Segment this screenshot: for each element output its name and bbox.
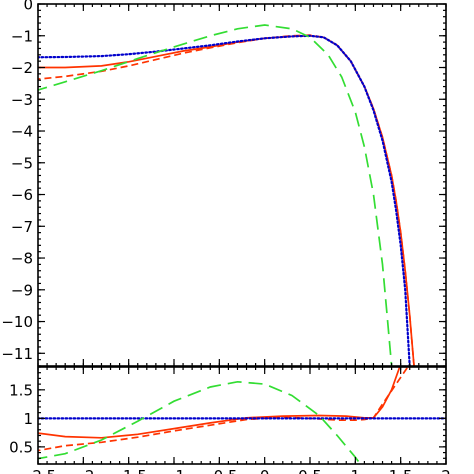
y-tick-label: 0.5 — [9, 438, 33, 456]
series-line-1 — [38, 367, 409, 452]
x-tick-label: 0 — [260, 467, 270, 474]
y-tick-label: −3 — [11, 91, 33, 109]
main-panel: 0 −1 −2 −3 −4 −5 −6 −7 −8 −9 −10 −11 — [1, 0, 447, 367]
series-line-3 — [38, 380, 362, 464]
x-tick-label: −1 — [163, 467, 185, 474]
x-tick-label: −1.5 — [110, 467, 146, 474]
plot-frame — [37, 3, 447, 367]
y-tick-label: −1 — [11, 27, 33, 45]
x-tick-label: 0.5 — [298, 467, 322, 474]
y-tick-label: 1.5 — [9, 381, 33, 399]
x-tick-label: 2 — [441, 467, 451, 474]
y-tick-label: −10 — [1, 313, 33, 331]
y-tick-label: −11 — [1, 345, 33, 363]
ratio-panel: 0.5 1 1.5 −2.5 −2 −1.5 −1 −0.5 0 0.5 1 1.5 2 — [9, 366, 451, 474]
y-tick-label: −8 — [11, 250, 33, 268]
x-tick-label: −2.5 — [20, 467, 56, 474]
x-tick-label: −2 — [72, 467, 94, 474]
x-tick-label: −0.5 — [201, 467, 237, 474]
y-tick-label: −7 — [11, 218, 33, 236]
x-tick-label: 1.5 — [389, 467, 413, 474]
y-tick-label: −5 — [11, 154, 33, 172]
x-tick-label: 1 — [351, 467, 361, 474]
y-tick-label: −6 — [11, 186, 33, 204]
series-line-0 — [38, 34, 415, 366]
plot-frame — [37, 366, 447, 465]
series-line-1 — [38, 34, 415, 366]
series-line-0 — [38, 367, 401, 439]
y-tick-label: −4 — [11, 123, 33, 141]
y-tick-label: −9 — [11, 281, 33, 299]
series-line-2 — [38, 34, 411, 366]
y-tick-label: 1 — [23, 410, 33, 428]
y-tick-label: 0 — [23, 0, 33, 14]
series-line-3 — [38, 24, 393, 366]
y-tick-label: −2 — [11, 59, 33, 77]
